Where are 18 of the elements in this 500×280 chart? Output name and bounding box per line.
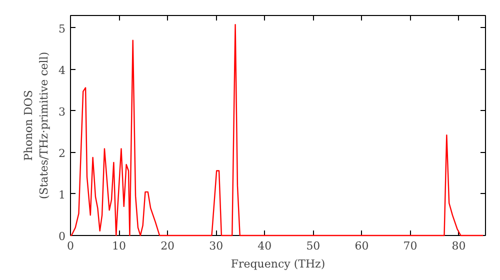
y-axis-title: Phonon DOS (States/THz·primitive cell) bbox=[22, 52, 50, 200]
y-tick-label: 5 bbox=[58, 22, 66, 36]
x-tick-label: 50 bbox=[306, 240, 320, 252]
x-tick-label: 60 bbox=[354, 240, 369, 252]
x-tick-label: 20 bbox=[160, 240, 175, 252]
y-tick-label: 2 bbox=[58, 146, 66, 160]
x-tick-label: 40 bbox=[258, 240, 272, 252]
y-tick-label: 3 bbox=[58, 105, 66, 118]
x-axis-title: Frequency (THz) bbox=[230, 258, 326, 270]
x-tick-label: 10 bbox=[112, 240, 126, 252]
x-tick-label: 30 bbox=[209, 240, 224, 252]
x-tick-label: 70 bbox=[403, 240, 418, 252]
y-tick-label: 0 bbox=[58, 230, 66, 243]
x-tick-label: 0 bbox=[67, 240, 74, 252]
x-tick-label: 80 bbox=[452, 240, 466, 252]
y-tick-label: 4 bbox=[58, 64, 66, 77]
y-tick-label: 1 bbox=[58, 188, 66, 202]
line-series bbox=[70, 24, 484, 236]
